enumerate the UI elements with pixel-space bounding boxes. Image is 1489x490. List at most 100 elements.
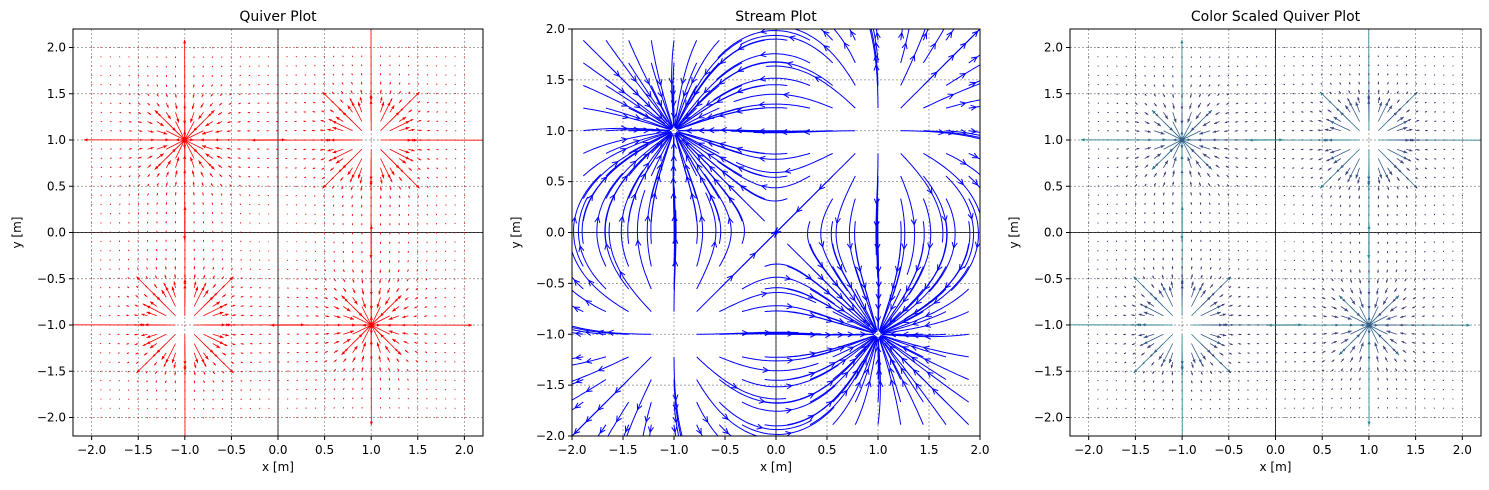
stream-arrow: [852, 369, 859, 377]
quiver-arrow-head: [193, 398, 195, 401]
quiver-arrow-head: [341, 91, 344, 94]
quiver-arrow-head: [150, 147, 154, 150]
quiver-arrow-head: [90, 65, 93, 67]
quiver-arrow-head: [1088, 407, 1090, 409]
quiver-arrow-head: [99, 352, 102, 354]
quiver-arrow-head: [297, 333, 299, 335]
quiver-arrow-head: [174, 56, 177, 58]
stream-arrow: [901, 243, 908, 251]
quiver-arrow-head: [1144, 249, 1146, 251]
stream-line: [686, 167, 704, 267]
stream-line: [832, 336, 878, 403]
quiver-arrow-head: [200, 171, 204, 175]
quiver-arrow-head: [128, 231, 130, 233]
quiver-arrow-head: [220, 75, 223, 77]
quiver-arrow-head: [267, 241, 269, 243]
quiver-arrow-head: [109, 93, 112, 95]
quiver-arrow-head: [165, 257, 167, 260]
quiver-arrow-head: [287, 305, 290, 308]
quiver-arrow-head: [227, 323, 232, 327]
quiver-arrow-head: [225, 333, 229, 337]
quiver-arrow-head: [100, 240, 102, 243]
quiver-arrow-head: [334, 288, 337, 291]
quiver-arrow-head: [1096, 352, 1099, 354]
quiver-arrow-head: [1116, 157, 1119, 159]
stream-line: [650, 107, 672, 129]
quiver-arrow-head: [435, 278, 437, 280]
quiver-arrow-head: [286, 185, 288, 187]
quiver-arrow-head: [193, 75, 195, 78]
quiver-arrow-head: [1088, 167, 1090, 169]
quiver-arrow-head: [333, 251, 335, 253]
quiver-arrow-head: [426, 92, 429, 95]
quiver-arrow-head: [425, 278, 428, 281]
quiver-arrow-head: [238, 111, 241, 114]
quiver-arrow-head: [1172, 106, 1175, 110]
quiver-arrow-head: [100, 194, 102, 197]
stream-arrow: [697, 112, 705, 119]
stream-arrow: [696, 163, 703, 171]
quiver-arrow-head: [193, 390, 195, 392]
quiver-arrow-head: [389, 98, 393, 102]
stream-arrow: [622, 113, 630, 120]
quiver-arrow-head: [335, 350, 338, 353]
quiver-arrow-head: [352, 270, 354, 273]
quiver-arrow-head: [1062, 323, 1066, 326]
quiver-arrow-head: [333, 378, 336, 381]
quiver-arrow-head: [211, 75, 214, 77]
quiver-arrow-head: [100, 361, 102, 363]
quiver-arrow-head: [398, 378, 400, 381]
quiver-arrow-head: [351, 205, 354, 208]
quiver-arrow-head: [333, 214, 335, 216]
quiver-arrow-head: [286, 83, 288, 86]
quiver-arrow-head: [212, 416, 214, 419]
quiver-arrow-head: [167, 160, 171, 165]
stream-arrow: [647, 426, 654, 434]
quiver-arrow-head: [463, 93, 466, 95]
quiver-arrow-head: [1172, 248, 1174, 251]
quiver-arrow-head: [417, 101, 420, 104]
quiver-arrow-head: [349, 179, 353, 183]
quiver-arrow-head: [463, 324, 465, 326]
quiver-arrow-head: [231, 361, 234, 364]
quiver-arrow-head: [268, 407, 270, 409]
quiver-arrow-head: [100, 222, 102, 224]
quiver-arrow-head: [332, 156, 337, 160]
quiver-arrow-head: [445, 185, 447, 188]
quiver-arrow-head: [174, 75, 177, 78]
quiver-arrow: [351, 101, 363, 122]
quiver-arrow-head: [286, 194, 288, 196]
quiver-arrow-head: [454, 139, 457, 141]
quiver-arrow-head: [320, 129, 323, 132]
quiver-arrow-head: [445, 93, 447, 95]
quiver-arrow-head: [147, 174, 150, 177]
quiver-arrow-head: [174, 221, 177, 223]
quiver-arrow-head: [286, 240, 288, 242]
quiver-arrow-head: [1153, 380, 1155, 383]
x-tick-label: −1.0: [659, 443, 688, 457]
stream-arrow: [823, 44, 830, 52]
quiver-arrow-head: [1172, 95, 1174, 98]
quiver-arrow-head: [231, 286, 234, 288]
quiver-arrow-head: [240, 407, 242, 409]
quiver-arrow-head: [1125, 258, 1127, 261]
quiver-arrow-head: [1172, 390, 1174, 392]
quiver-arrow-head: [454, 194, 456, 197]
stream-arrow: [620, 148, 628, 154]
quiver-arrow-head: [407, 55, 409, 58]
quiver-arrow-head: [231, 380, 233, 382]
quiver-arrow-head: [435, 232, 437, 234]
quiver-arrow-head: [1115, 370, 1118, 372]
stream-line: [674, 40, 698, 127]
quiver-arrow-head: [119, 93, 121, 95]
quiver-arrow-head: [1115, 361, 1117, 363]
quiver-arrow-head: [1147, 344, 1151, 349]
quiver-arrow-head: [157, 103, 160, 107]
quiver-arrow-head: [1145, 174, 1148, 177]
quiver-arrow-head: [1117, 130, 1119, 132]
quiver-arrow-head: [453, 315, 456, 317]
stream-line: [674, 62, 720, 129]
quiver-arrow-head: [1097, 111, 1100, 113]
quiver-arrow-head: [165, 239, 167, 242]
quiver-arrow-head: [453, 305, 456, 307]
